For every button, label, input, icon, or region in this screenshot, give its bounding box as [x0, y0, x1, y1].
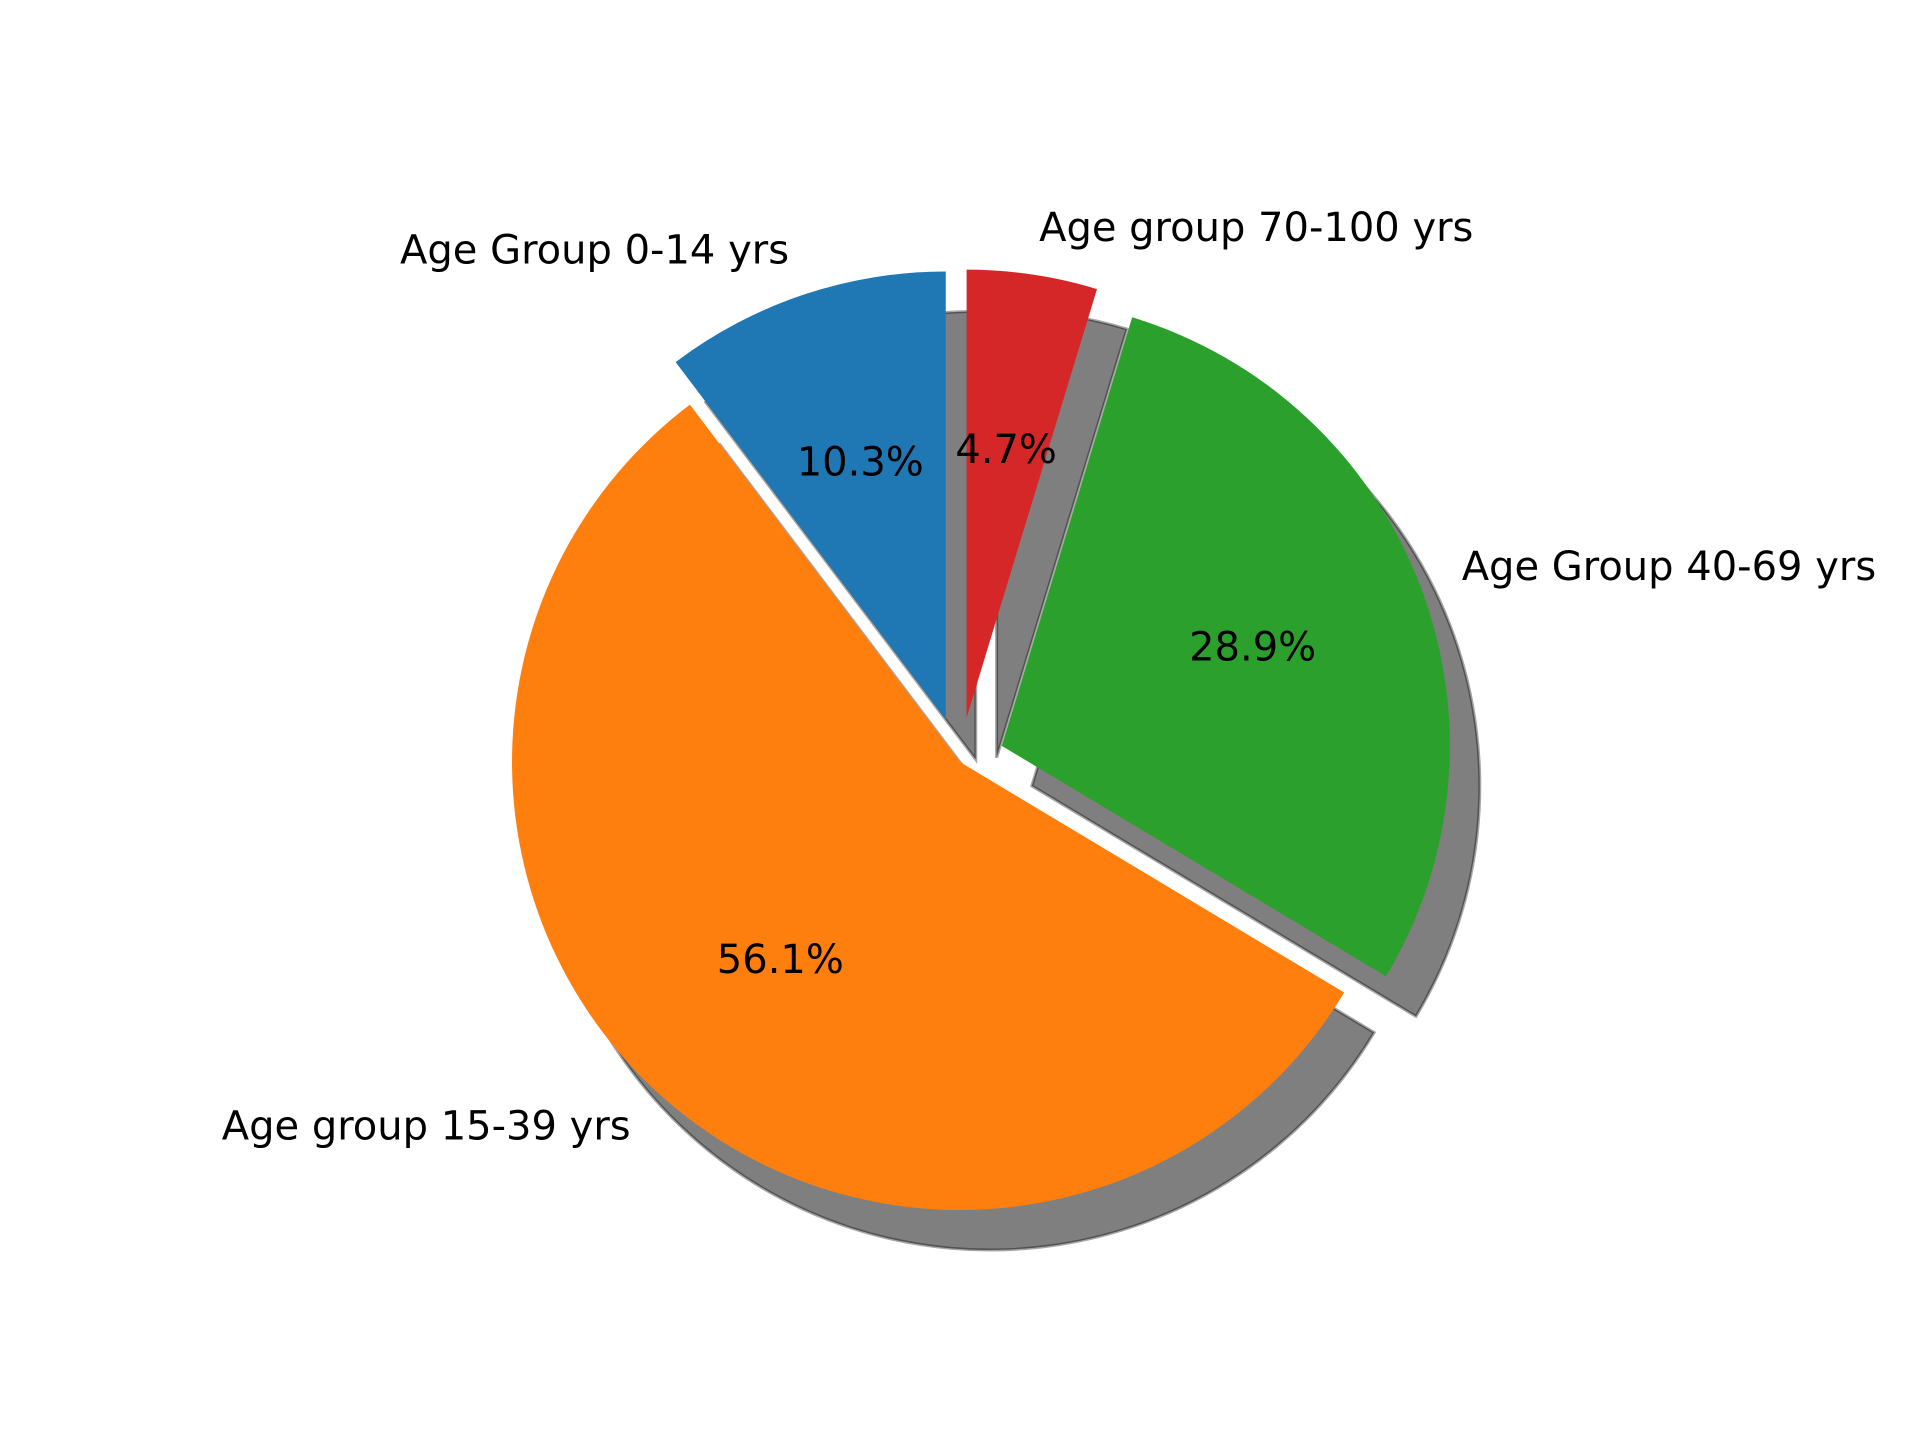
slice-percent-age-group-15-39-yrs: 56.1% — [717, 937, 844, 983]
pie-slice-age-group-40-69-yrs — [1001, 317, 1450, 977]
slice-percent-age-group-0-14-yrs: 10.3% — [797, 440, 924, 486]
slice-label-age-group-40-69-yrs: Age Group 40-69 yrs — [1462, 544, 1876, 590]
pie-slice-age-group-15-39-yrs — [512, 404, 1345, 1210]
pie-slice-age-group-70-100-yrs — [966, 269, 1097, 718]
slice-percent-age-group-70-100-yrs: 4.7% — [955, 427, 1057, 473]
label-layer: Age Group 0-14 yrs 10.3% Age group 15-39 y… — [222, 205, 1876, 1149]
slice-label-age-group-70-100-yrs: Age group 70-100 yrs — [1039, 205, 1473, 251]
slice-layer — [512, 269, 1450, 1210]
slice-percent-age-group-40-69-yrs: 28.9% — [1189, 624, 1316, 670]
slice-label-age-group-0-14-yrs: Age Group 0-14 yrs — [400, 227, 789, 273]
pie-slice-age-group-0-14-yrs — [675, 271, 946, 720]
slice-label-age-group-15-39-yrs: Age group 15-39 yrs — [222, 1104, 631, 1150]
